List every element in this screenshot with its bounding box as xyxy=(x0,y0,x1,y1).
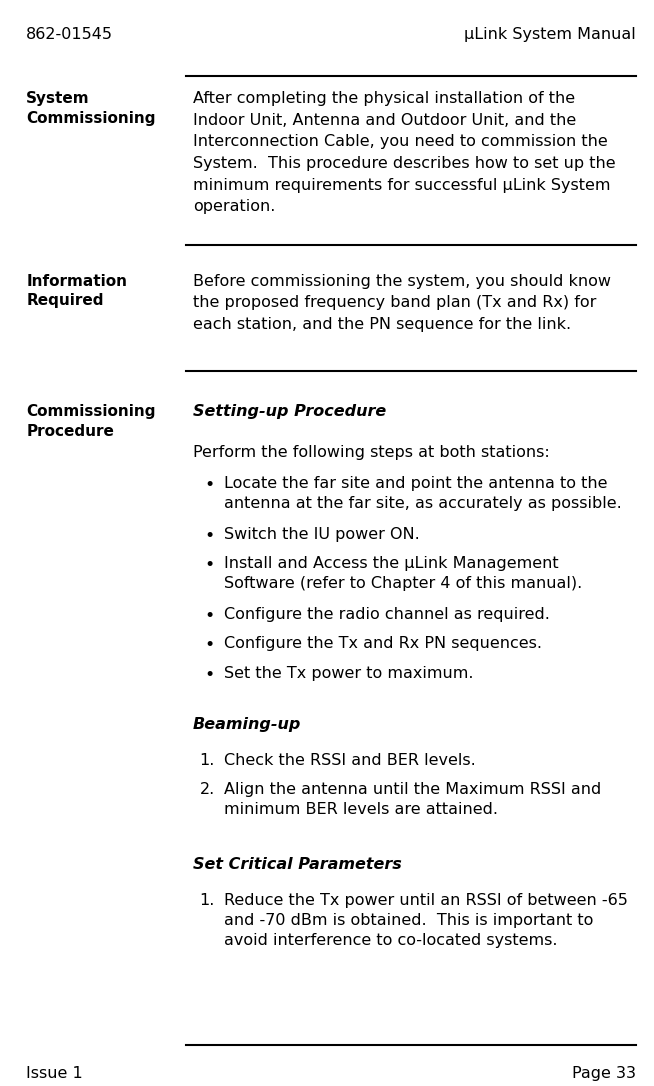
Text: Check the RSSI and BER levels.: Check the RSSI and BER levels. xyxy=(224,753,476,768)
Text: •: • xyxy=(205,556,215,574)
Text: Locate the far site and point the antenna to the
antenna at the far site, as acc: Locate the far site and point the antenn… xyxy=(224,476,622,512)
Text: Configure the Tx and Rx PN sequences.: Configure the Tx and Rx PN sequences. xyxy=(224,636,542,652)
Text: Before commissioning the system, you should know
the proposed frequency band pla: Before commissioning the system, you sho… xyxy=(193,274,611,332)
Text: μLink System Manual: μLink System Manual xyxy=(464,27,636,42)
Text: Issue 1: Issue 1 xyxy=(26,1066,83,1082)
Text: Information
Required: Information Required xyxy=(26,274,127,308)
Text: Reduce the Tx power until an RSSI of between -65
and -70 dBm is obtained.  This : Reduce the Tx power until an RSSI of bet… xyxy=(224,893,628,948)
Text: Set the Tx power to maximum.: Set the Tx power to maximum. xyxy=(224,666,473,681)
Text: 1.: 1. xyxy=(199,893,215,908)
Text: •: • xyxy=(205,666,215,684)
Text: 2.: 2. xyxy=(199,782,215,797)
Text: Align the antenna until the Maximum RSSI and
minimum BER levels are attained.: Align the antenna until the Maximum RSSI… xyxy=(224,782,602,818)
Text: Set Critical Parameters: Set Critical Parameters xyxy=(193,857,402,872)
Text: Commissioning
Procedure: Commissioning Procedure xyxy=(26,404,156,439)
Text: Perform the following steps at both stations:: Perform the following steps at both stat… xyxy=(193,445,549,460)
Text: After completing the physical installation of the
Indoor Unit, Antenna and Outdo: After completing the physical installati… xyxy=(193,91,615,214)
Text: 1.: 1. xyxy=(199,753,215,768)
Text: Install and Access the μLink Management
Software (refer to Chapter 4 of this man: Install and Access the μLink Management … xyxy=(224,556,583,592)
Text: System
Commissioning: System Commissioning xyxy=(26,91,156,126)
Text: •: • xyxy=(205,636,215,655)
Text: •: • xyxy=(205,476,215,494)
Text: •: • xyxy=(205,527,215,545)
Text: 862-01545: 862-01545 xyxy=(26,27,113,42)
Text: Beaming-up: Beaming-up xyxy=(193,717,301,732)
Text: Setting-up Procedure: Setting-up Procedure xyxy=(193,404,386,419)
Text: Configure the radio channel as required.: Configure the radio channel as required. xyxy=(224,607,550,622)
Text: Page 33: Page 33 xyxy=(572,1066,636,1082)
Text: Switch the IU power ON.: Switch the IU power ON. xyxy=(224,527,420,542)
Text: •: • xyxy=(205,607,215,626)
